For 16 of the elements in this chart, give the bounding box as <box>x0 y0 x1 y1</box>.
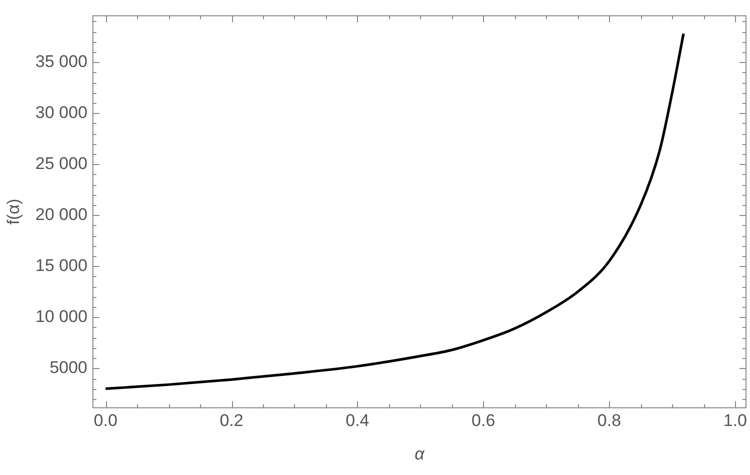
y-tick-label: 30 000 <box>35 102 88 122</box>
y-tick-label: 5000 <box>50 358 88 377</box>
y-tick-label: 20 000 <box>35 204 88 224</box>
y-axis-title: f(α) <box>4 198 23 225</box>
y-tick-label: 35 000 <box>35 52 88 71</box>
x-tick-label: 0.2 <box>220 411 244 430</box>
y-tick-label: 10 000 <box>35 306 88 326</box>
x-tick-label: 0.0 <box>94 411 118 430</box>
line-series <box>104 32 685 390</box>
x-tick-label: 0.8 <box>597 411 622 430</box>
x-tick-label: 1.0 <box>723 411 747 430</box>
y-tick-label: 25 000 <box>35 154 88 173</box>
x-axis-title: α <box>414 444 426 464</box>
x-tick-label: 0.6 <box>472 411 496 430</box>
y-tick-label: 15 000 <box>35 256 88 275</box>
x-tick-label: 0.4 <box>346 411 370 430</box>
